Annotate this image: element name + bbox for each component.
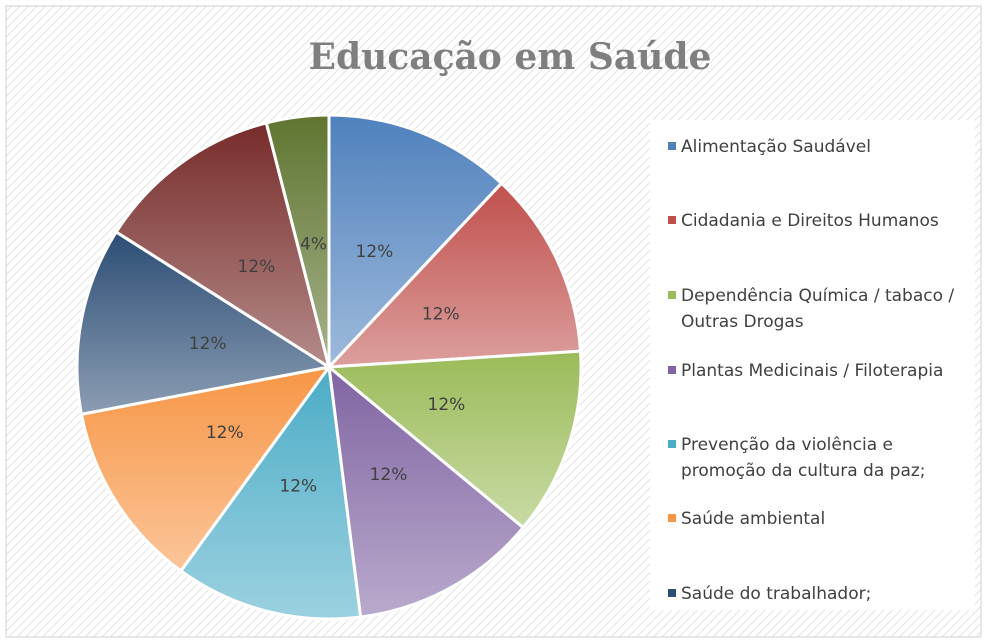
- legend-entry: Prevenção da violência e promoção da cul…: [668, 432, 981, 484]
- legend-swatch: [668, 589, 676, 597]
- data-label: 12%: [356, 242, 394, 262]
- legend-label: Prevenção da violência e promoção da cul…: [681, 435, 926, 481]
- legend-label: Cidadania e Direitos Humanos: [681, 211, 939, 231]
- pie-slice: [178, 363, 363, 621]
- legend-entry: Saúde do trabalhador;: [668, 581, 981, 607]
- pie-slice: [327, 113, 504, 371]
- legend-label: Alimentação Saudável: [681, 137, 871, 157]
- pie-slice: [325, 349, 583, 530]
- pie-slice: [325, 181, 583, 369]
- legend-swatch: [668, 440, 676, 448]
- data-label: 12%: [422, 304, 460, 324]
- data-label: 12%: [206, 423, 244, 443]
- legend-label: Plantas Medicinais / Filoterapia: [681, 361, 944, 381]
- legend-entry: Alimentação Saudável: [668, 134, 981, 160]
- legend-swatch: [668, 142, 676, 150]
- legend-entry: Dependência Química / tabaco / Outras Dr…: [668, 283, 981, 335]
- pie-slice: [114, 121, 332, 371]
- chart-title: Educação em Saúde: [309, 36, 712, 78]
- legend-entry: Cidadania e Direitos Humanos: [668, 208, 981, 234]
- legend-swatch: [668, 514, 676, 522]
- legend-label: Saúde ambiental: [681, 509, 826, 529]
- legend-label: Dependência Química / tabaco / Outras Dr…: [681, 286, 955, 332]
- data-label: 12%: [370, 465, 408, 485]
- data-label: 12%: [238, 257, 276, 277]
- legend-entry: Plantas Medicinais / Filoterapia: [668, 358, 981, 384]
- data-label: 12%: [189, 334, 227, 354]
- data-label: 12%: [279, 477, 317, 497]
- pie-slice: [75, 229, 334, 416]
- legend-swatch: [668, 291, 676, 299]
- pie-slice: [264, 113, 331, 368]
- legend: Alimentação Saudável Cidadania e Direitos…: [650, 120, 975, 610]
- data-label: 12%: [428, 395, 466, 415]
- legend-label: Saúde do trabalhador;: [681, 584, 872, 604]
- pie-slice: [79, 364, 333, 573]
- legend-entry: Saúde ambiental: [668, 506, 981, 532]
- legend-swatch: [668, 216, 676, 224]
- pie-slice: [327, 363, 526, 619]
- legend-swatch: [668, 366, 676, 374]
- data-label: 4%: [300, 234, 327, 254]
